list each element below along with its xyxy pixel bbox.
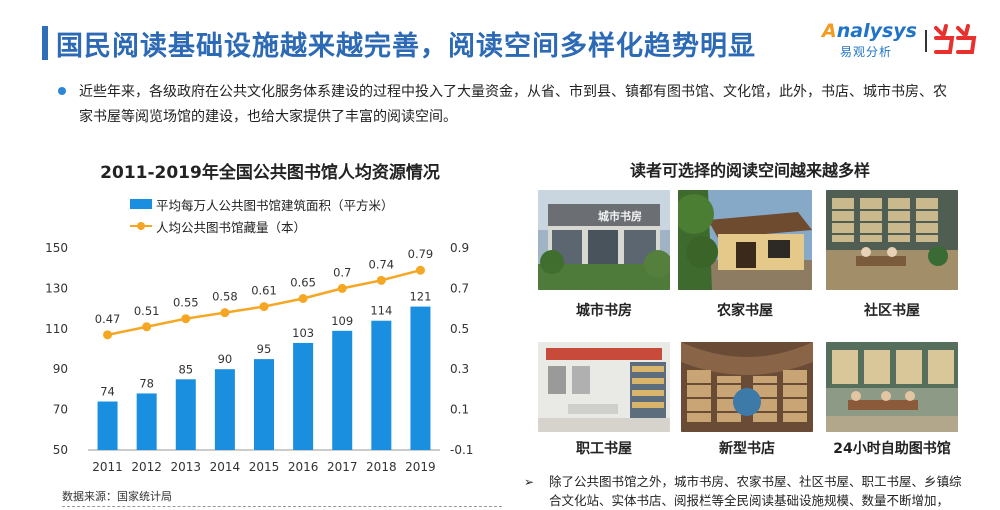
- intro-bullet: [58, 87, 66, 95]
- line-point: [220, 308, 230, 318]
- bar-value-label: 74: [100, 385, 115, 399]
- data-source: 数据来源：国家统计局: [62, 490, 172, 503]
- city-study-illustration: 城市书房: [538, 190, 670, 290]
- x-tick-label: 2015: [249, 460, 280, 474]
- legend-item-line: 人均公共图书馆藏量（本）: [130, 215, 394, 237]
- photo-community-library: [826, 190, 958, 290]
- line-value-label: 0.79: [408, 247, 434, 261]
- title-accent-bar: [42, 26, 48, 60]
- y-right-tick-label: 0.1: [450, 403, 469, 417]
- self-service-library-illustration: [826, 342, 958, 432]
- legend-bar-label: 平均每万人公共图书馆建筑面积（平方米）: [156, 197, 394, 213]
- line-point: [181, 314, 191, 324]
- bar-value-label: 90: [218, 352, 233, 366]
- line-point: [376, 275, 386, 285]
- caption-new-bookstore: 新型书店: [719, 441, 775, 457]
- chart-legend: 平均每万人公共图书馆建筑面积（平方米） 人均公共图书馆藏量（本）: [130, 193, 394, 237]
- x-tick-label: 2018: [366, 460, 397, 474]
- caption-village-library: 农家书屋: [717, 303, 773, 319]
- x-tick-label: 2012: [131, 460, 162, 474]
- photo-new-bookstore: [681, 342, 813, 432]
- note-arrow-icon: ➢: [524, 475, 535, 489]
- y-right-tick-label: 0.3: [450, 362, 469, 376]
- caption-city-study: 城市书房: [576, 303, 632, 319]
- bar-value-label: 85: [178, 362, 193, 376]
- y-left-tick-label: 150: [45, 241, 68, 255]
- village-library-illustration: [678, 190, 812, 290]
- legend-line-swatch: [130, 221, 152, 231]
- y-left-tick-label: 90: [53, 362, 68, 376]
- x-tick-label: 2017: [327, 460, 358, 474]
- line-value-label: 0.7: [333, 265, 351, 279]
- x-tick-label: 2016: [288, 460, 319, 474]
- intro-text: 近些年来，各级政府在公共文化服务体系建设的过程中投入了大量资金，从省、市到县、镇…: [79, 84, 947, 125]
- bar: [410, 306, 431, 450]
- footer-divider: [62, 506, 502, 507]
- y-right-tick-label: 0.5: [450, 322, 469, 336]
- bar: [254, 359, 274, 450]
- community-library-illustration: [826, 190, 958, 290]
- logo-wordmark: Analysys: [822, 20, 917, 42]
- x-tick-label: 2011: [92, 460, 123, 474]
- line-value-label: 0.47: [95, 312, 121, 326]
- line-value-label: 0.55: [173, 296, 199, 310]
- bar: [97, 401, 118, 450]
- line-point: [259, 302, 269, 312]
- line-point: [103, 330, 113, 340]
- combo-chart: 150 130 110 90 70 50 0.9 0.7 0.5 0.3 0.1 -0.1 74 78 85…: [45, 241, 473, 474]
- bar: [175, 379, 196, 450]
- photo-city-study: 城市书房: [538, 190, 670, 290]
- y-left-tick-label: 50: [53, 443, 68, 457]
- y-left-tick-label: 130: [45, 281, 68, 295]
- x-tick-label: 2019: [405, 460, 436, 474]
- analysys-logo: Analysys 易观分析: [822, 18, 982, 64]
- bar: [214, 369, 235, 450]
- logo-cn-text: 易观分析: [840, 45, 893, 59]
- legend-item-bar: 平均每万人公共图书馆建筑面积（平方米）: [130, 193, 394, 215]
- line-value-label: 0.65: [290, 276, 316, 290]
- bar: [371, 320, 392, 450]
- line-value-label: 0.58: [212, 290, 238, 304]
- bar-value-label: 114: [370, 304, 392, 318]
- page-title: 国民阅读基础设施越来越完善，阅读空间多样化趋势明显: [56, 31, 756, 62]
- caption-worker-library: 职工书屋: [576, 441, 632, 457]
- y-left-tick-label: 70: [53, 403, 68, 417]
- bar-value-label: 78: [139, 376, 154, 390]
- bar-value-label: 109: [331, 314, 353, 328]
- x-tick-label: 2014: [210, 460, 241, 474]
- legend-line-label: 人均公共图书馆藏量（本）: [156, 219, 307, 235]
- logo-separator: [925, 30, 927, 52]
- photo-village-library: [678, 190, 812, 290]
- line-value-label: 0.61: [251, 284, 277, 298]
- chart-title: 2011-2019年全国公共图书馆人均资源情况: [100, 163, 440, 183]
- line-point: [415, 265, 425, 275]
- dangdang-logo-icon: [934, 24, 977, 54]
- caption-24h-library: 24小时自助图书馆: [833, 441, 951, 457]
- bar: [293, 342, 314, 450]
- bar: [136, 393, 157, 450]
- caption-community-library: 社区书屋: [864, 303, 920, 319]
- line-point: [298, 294, 308, 303]
- line-point: [337, 283, 347, 293]
- right-section-title: 读者可选择的阅读空间越来越多样: [629, 161, 870, 180]
- worker-library-illustration: [538, 342, 670, 432]
- photo-worker-library: [538, 342, 670, 432]
- new-bookstore-illustration: [681, 342, 813, 432]
- y-right-tick-label: 0.9: [450, 241, 469, 255]
- line-point: [142, 322, 152, 332]
- x-tick-label: 2013: [171, 460, 202, 474]
- legend-bar-swatch: [130, 199, 152, 209]
- photo-24h-library: [826, 342, 958, 432]
- note-text: 除了公共图书馆之外，城市书房、农家书屋、社区书屋、职工书屋、乡镇综合文化站、实体…: [549, 474, 962, 508]
- bar: [332, 330, 353, 450]
- line-value-label: 0.51: [134, 304, 160, 318]
- y-right-tick-label: 0.7: [450, 281, 469, 295]
- bar-value-label: 103: [292, 326, 314, 340]
- bar-value-label: 95: [257, 342, 272, 356]
- bar-value-label: 121: [409, 290, 431, 304]
- y-left-tick-label: 110: [45, 322, 68, 336]
- city-study-sign: 城市书房: [598, 209, 642, 223]
- line-value-label: 0.74: [369, 257, 395, 271]
- y-right-tick-label: -0.1: [450, 443, 473, 457]
